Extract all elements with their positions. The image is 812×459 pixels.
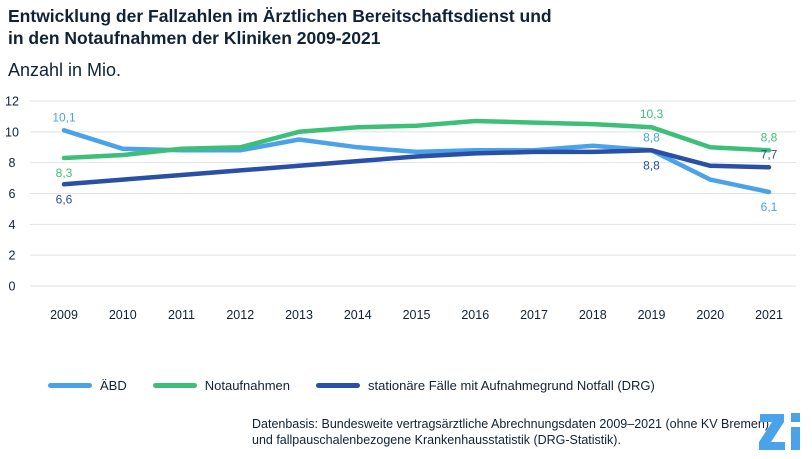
- y-tick-label: 8: [9, 156, 16, 170]
- y-tick-label: 6: [9, 187, 16, 201]
- x-tick-label: 2011: [168, 308, 195, 322]
- x-tick-label: 2017: [520, 308, 548, 322]
- x-tick-label: 2009: [50, 308, 78, 322]
- x-tick-label: 2016: [461, 308, 489, 322]
- x-tick-label: 2021: [755, 308, 783, 322]
- data-label-abd: 8,8: [643, 130, 660, 144]
- x-tick-label: 2020: [696, 308, 724, 322]
- series-line-notaufnahmen: [61, 118, 772, 161]
- data-source-note: Datenbasis: Bundesweite vertragsärztlich…: [252, 416, 769, 448]
- data-label-notaufnahmen: 10,3: [640, 107, 664, 121]
- chart-legend: ÄBD Notaufnahmen stationäre Fälle mit Au…: [48, 376, 681, 394]
- data-label-stationaer: 6,6: [56, 192, 73, 206]
- x-tick-label: 2019: [638, 308, 666, 322]
- data-source-line-1: Datenbasis: Bundesweite vertragsärztlich…: [252, 417, 769, 431]
- data-label-stationaer: 8,8: [643, 158, 660, 172]
- legend-label-stationaer: stationäre Fälle mit Aufnahmegrund Notfa…: [368, 377, 655, 393]
- y-tick-label: 0: [9, 280, 16, 294]
- data-label-notaufnahmen: 8,3: [56, 166, 73, 180]
- zi-logo-z: [759, 414, 785, 450]
- y-tick-label: 2: [9, 249, 16, 263]
- legend-swatch-stationaer: [316, 382, 361, 388]
- series-line-abd: [61, 128, 772, 195]
- y-tick-label: 4: [9, 218, 16, 232]
- legend-item-stationaer: stationäre Fälle mit Aufnahmegrund Notfa…: [316, 378, 655, 393]
- chart-subtitle: Anzahl in Mio.: [8, 60, 122, 80]
- legend-label-abd: ÄBD: [100, 377, 127, 393]
- chart-title: Entwicklung der Fallzahlen im Ärztlichen…: [8, 5, 608, 49]
- x-tick-label: 2010: [109, 308, 137, 322]
- x-tick-label: 2014: [344, 308, 372, 322]
- x-tick-label: 2015: [403, 308, 431, 322]
- legend-item-notaufnahmen: Notaufnahmen: [152, 377, 291, 393]
- legend-swatch-notaufnahmen: [152, 382, 197, 388]
- x-tick-label: 2013: [285, 308, 313, 322]
- legend-label-notaufnahmen: Notaufnahmen: [204, 377, 291, 393]
- data-source-line-2: und fallpauschalenbezogene Krankenhausst…: [252, 433, 621, 447]
- zi-logo-icon: [759, 413, 800, 450]
- chart-title-line-1: Entwicklung der Fallzahlen im Ärztlichen…: [8, 6, 552, 26]
- legend-item-abd: ÄBD: [48, 378, 127, 393]
- data-label-abd: 10,1: [52, 110, 76, 124]
- data-label-abd: 6,1: [761, 200, 778, 214]
- chart-title-line-2: in den Notaufnahmen der Kliniken 2009-20…: [8, 28, 381, 48]
- series-line-stationaer: [61, 148, 772, 187]
- data-label-notaufnahmen: 8,8: [761, 130, 778, 144]
- y-tick-label: 12: [5, 95, 19, 109]
- data-label-stationaer: 7,7: [761, 147, 778, 161]
- y-tick-label: 10: [5, 125, 19, 139]
- x-tick-label: 2018: [579, 308, 607, 322]
- legend-swatch-abd: [48, 382, 92, 388]
- zi-logo-i-dot: [791, 413, 800, 422]
- x-tick-label: 2012: [226, 308, 254, 322]
- zi-logo-i-stem: [791, 427, 800, 450]
